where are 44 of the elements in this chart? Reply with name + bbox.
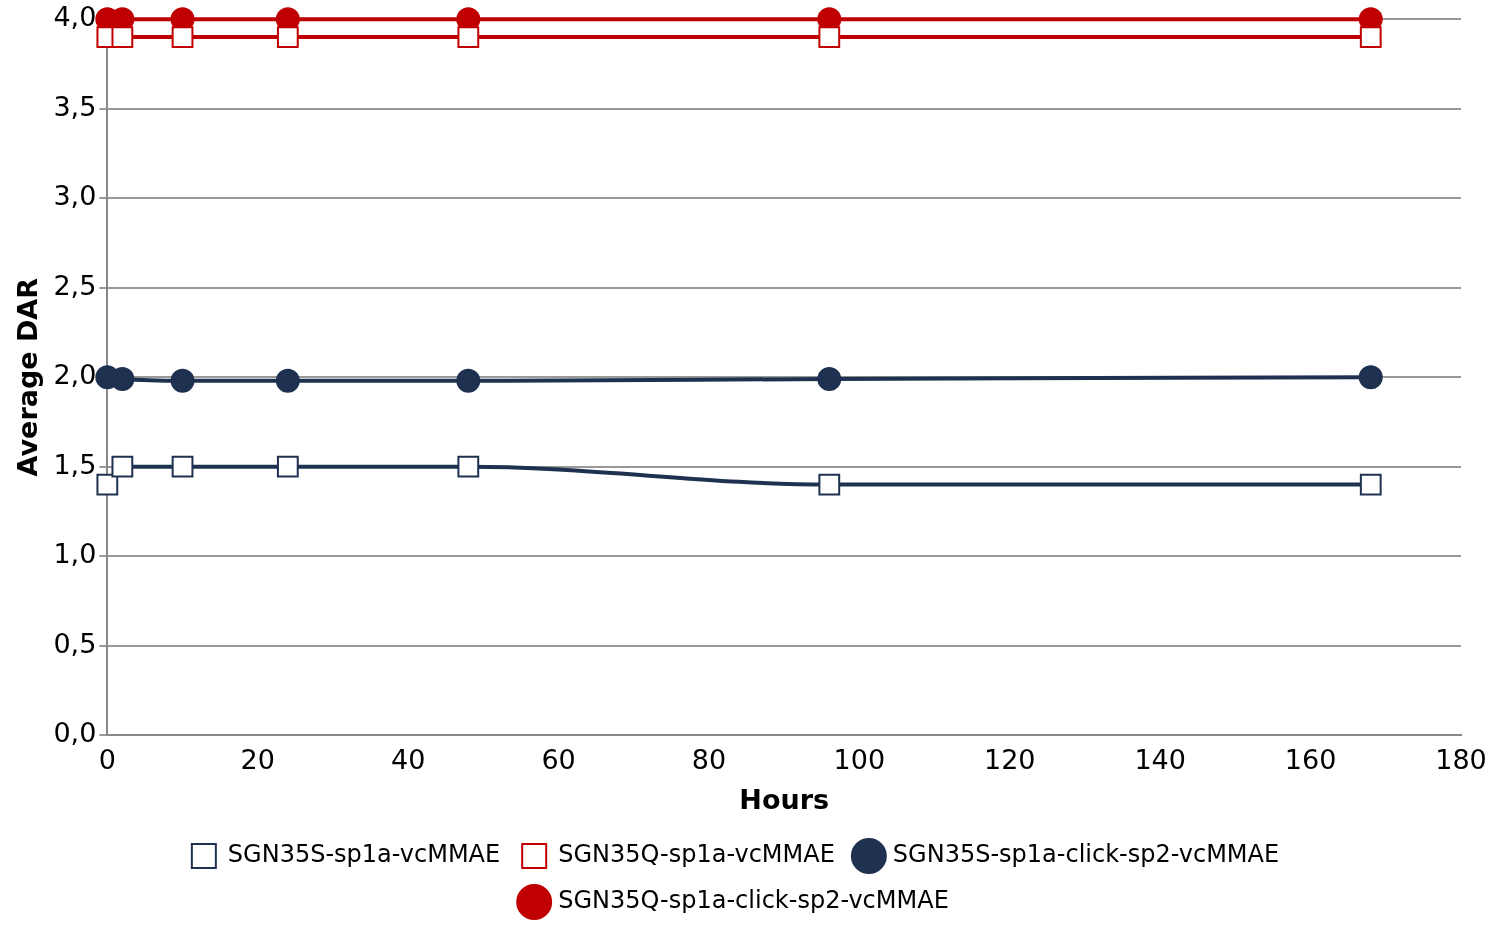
point [457, 455, 480, 478]
point [1359, 26, 1382, 48]
point [171, 26, 194, 48]
y-tick-label: 2,0 [53, 359, 97, 391]
x-tick-label: 40 [390, 744, 426, 776]
y-axis-title: Average DAR [12, 277, 44, 477]
y-tick-label: 3,5 [53, 90, 97, 122]
y-tick-label: 1,5 [53, 448, 97, 480]
x-tick-label: 120 [984, 744, 1036, 776]
y-tick-label: 0,0 [53, 717, 97, 749]
x-axis-title: Hours [739, 783, 830, 815]
point [1359, 473, 1382, 496]
y-tick-label: 2,5 [53, 269, 97, 301]
point [818, 26, 841, 48]
point [96, 473, 119, 496]
x-tick-label: 100 [833, 744, 886, 776]
x-tick-label: 140 [1134, 744, 1186, 776]
point [111, 26, 134, 48]
x-tick-label: 0 [98, 744, 116, 776]
point [1358, 365, 1383, 390]
x-tick-label: 20 [240, 744, 275, 776]
legend-label: SGN35S-sp1a-vcMMAE [227, 840, 501, 869]
point [276, 455, 299, 478]
point [817, 366, 842, 391]
point [170, 368, 195, 393]
point [111, 455, 134, 478]
point [110, 366, 135, 391]
y-tick-label: 4,0 [53, 1, 97, 33]
y-tick-label: 0,5 [53, 627, 97, 659]
legend-label: SGN35S-sp1a-click-sp2-vcMMAE [892, 840, 1280, 869]
y-tick-label: 3,0 [53, 180, 97, 212]
point [171, 455, 194, 478]
legend-label: SGN35Q-sp1a-click-sp2-vcMMAE [558, 886, 949, 915]
point [276, 26, 299, 48]
x-tick-label: 160 [1284, 744, 1337, 776]
x-tick-label: 80 [691, 744, 727, 776]
point [457, 26, 480, 48]
point [275, 368, 300, 393]
point [456, 368, 481, 393]
x-tick-label: 60 [541, 744, 576, 776]
point [818, 473, 841, 496]
x-tick-label: 180 [1435, 744, 1487, 776]
y-tick-label: 1,0 [53, 538, 97, 570]
legend-label: SGN35Q-sp1a-vcMMAE [558, 840, 835, 869]
